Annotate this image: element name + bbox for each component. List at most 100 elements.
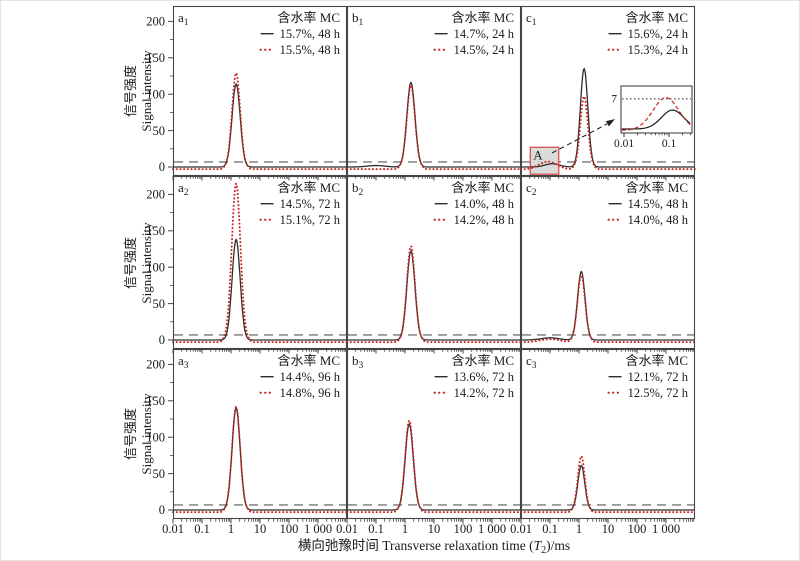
panel-a2-series-dotted: [172, 181, 348, 344]
panel-c1-series-dotted: [520, 94, 696, 171]
panel-c1-legend-title: 含水率 MC: [626, 10, 688, 25]
highlight-region-label: A: [533, 147, 543, 162]
x-tick-label: 1 000: [478, 522, 506, 536]
panel-a1-series-dotted: [172, 71, 348, 171]
inset-ref-label: 7: [611, 94, 617, 106]
panel-b2: b2 含水率 MC 14.0%, 48 h 14.2%, 48 h: [346, 175, 522, 354]
panel-a3-label: a3: [178, 353, 189, 371]
panel-b2-legend-title: 含水率 MC: [452, 180, 514, 195]
panel-a1: 0 50 100 150 200 信号强度Signal intensity a1 含水率 MC…: [123, 5, 348, 181]
panel-a2: 0 50 100 150 200 信号强度Signal intensity a2 含水率 MC…: [123, 175, 348, 354]
panel-label-base: a: [178, 353, 184, 368]
x-axis-title-unit: )/ms: [546, 538, 570, 553]
x-tick-label: 0.01: [162, 522, 184, 536]
panel-a2-series-solid: [173, 238, 347, 341]
x-tick-label: 0.01: [336, 522, 358, 536]
panel-c1-border: [520, 5, 696, 177]
panel-b1: b1 含水率 MC 14.7%, 24 h 14.5%, 24 h: [346, 5, 522, 181]
x-tick-label: 1 000: [652, 522, 680, 536]
panel-a3-legend-entry-1: 14.8%, 96 h: [280, 386, 341, 400]
panel-c3: 0.01 0.1 1 10 100 1 000 c3 含水率 MC 12.1%, 72 h 12.…: [510, 348, 696, 536]
panel-label-base: b: [352, 10, 359, 25]
panel-label-subscript: 1: [184, 18, 189, 28]
inset-x-tick-label: 0.01: [614, 138, 634, 150]
x-tick-label: 0.1: [368, 522, 384, 536]
panel-label-base: b: [352, 353, 359, 368]
panel-a3-border: [172, 348, 348, 520]
panel-b2-series-solid: [347, 250, 521, 341]
y-axis-title-en: Signal intensity: [139, 222, 154, 304]
y-tick-label: 50: [153, 467, 166, 481]
y-tick-label: 50: [153, 124, 166, 138]
y-axis-title-cn: 信号强度: [123, 65, 138, 117]
panel-a3-series-dotted: [172, 404, 348, 514]
inset-series-solid: [621, 109, 691, 130]
panel-b3-label: b3: [352, 353, 364, 371]
inset-x-tick-label: 0.1: [662, 138, 677, 150]
panel-c1-label: c1: [526, 10, 537, 28]
y-axis-title-en: Signal intensity: [139, 393, 154, 475]
panel-b3: 0.01 0.1 1 10 100 1 000 b3 含水率 MC 13.6%, 72 h 14.…: [336, 348, 522, 536]
panel-a1-series-solid: [173, 83, 347, 168]
panel-c3-border: [520, 348, 696, 520]
panel-b1-legend-title: 含水率 MC: [452, 10, 514, 25]
x-tick-label: 1: [228, 522, 234, 536]
panel-b2-legend-entry-0: 14.0%, 48 h: [454, 197, 515, 211]
panel-b1-legend-entry-0: 14.7%, 24 h: [454, 27, 515, 41]
y-tick-label: 100: [146, 87, 165, 101]
y-axis-title-en: Signal intensity: [139, 50, 154, 132]
panel-c3-legend-title: 含水率 MC: [626, 353, 688, 368]
y-tick-label: 100: [146, 430, 165, 444]
y-tick-label: 150: [146, 51, 165, 65]
panel-c2-series-dotted: [520, 273, 696, 344]
x-tick-label: 100: [454, 522, 473, 536]
panel-c2-legend-entry-0: 14.5%, 48 h: [628, 197, 689, 211]
panel-b3-series-dotted: [346, 419, 522, 514]
panel-c3-label: c3: [526, 353, 537, 371]
panel-label-base: a: [178, 180, 184, 195]
panel-b2-label: b2: [352, 180, 364, 198]
panel-a2-label: a2: [178, 180, 189, 198]
panel-b1-label: b1: [352, 10, 364, 28]
inset-plot: 7 0.01 0.1: [611, 85, 693, 150]
panel-label-subscript: 1: [359, 18, 364, 28]
panel-label-subscript: 2: [184, 188, 189, 198]
x-axis-title-subscript: 2: [541, 545, 546, 556]
panel-a1-legend-entry-1: 15.5%, 48 h: [280, 43, 341, 57]
panel-label-base: c: [526, 180, 532, 195]
panel-c2-label: c2: [526, 180, 537, 198]
panel-a2-border: [172, 175, 348, 350]
y-tick-label: 100: [146, 260, 165, 274]
x-tick-label: 100: [628, 522, 647, 536]
x-axis-title-text: 横向弛豫时间 Transverse relaxation time (: [298, 538, 534, 553]
panel-b3-border: [346, 348, 522, 520]
x-tick-label: 0.01: [510, 522, 532, 536]
x-tick-label: 0.1: [542, 522, 558, 536]
panel-a2-legend-entry-1: 15.1%, 72 h: [280, 213, 341, 227]
panel-a1-label: a1: [178, 10, 189, 28]
y-axis-title-cn: 信号强度: [123, 408, 138, 460]
panel-b3-legend-entry-1: 14.2%, 72 h: [454, 386, 515, 400]
panel-a1-legend-entry-0: 15.7%, 48 h: [280, 27, 341, 41]
annotation-arrow-head: [605, 119, 615, 127]
panel-c3-legend-entry-1: 12.5%, 72 h: [628, 386, 689, 400]
panel-b1-legend-entry-1: 14.5%, 24 h: [454, 43, 515, 57]
panel-c2-legend-entry-1: 14.0%, 48 h: [628, 213, 689, 227]
x-tick-label: 10: [254, 522, 267, 536]
panel-b3-series-solid: [347, 423, 521, 511]
panel-b2-border: [346, 175, 522, 350]
y-tick-label: 0: [159, 333, 165, 347]
highlight-region-border: [529, 146, 560, 175]
y-axis-title-row-1: 信号强度Signal intensity: [123, 50, 154, 132]
panel-c1-legend-entry-0: 15.6%, 24 h: [628, 27, 689, 41]
x-axis-title-symbol: T: [534, 538, 543, 553]
panel-c1: Ac1 含水率 MC 15.6%, 24 h 15.3%, 24 h 7 0.01 0.1: [520, 5, 696, 181]
y-tick-label: 0: [159, 503, 165, 517]
y-tick-label: 150: [146, 394, 165, 408]
panel-c1-series-solid: [521, 67, 695, 168]
x-tick-label: 1: [576, 522, 582, 536]
y-tick-label: 200: [146, 188, 165, 202]
